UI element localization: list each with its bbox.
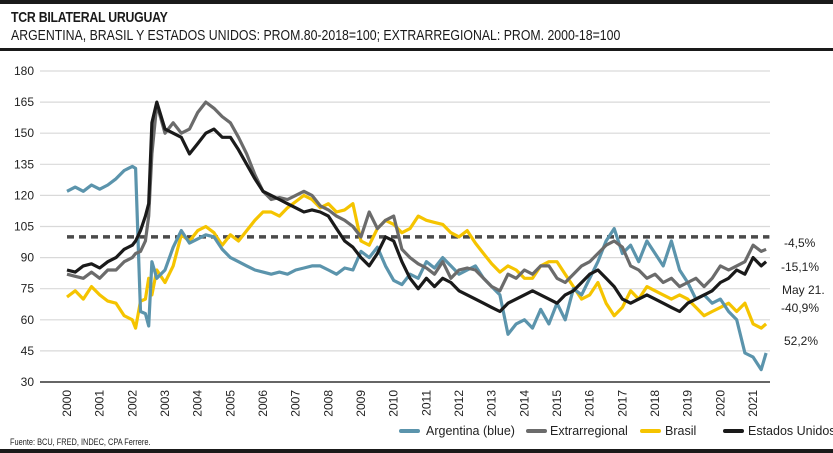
y-tick-label: 135 [14, 157, 34, 171]
end-annotations: -4,5% -15,1% May 21. -40,9% 52,2% [781, 236, 825, 348]
x-tick-label: 2002 [125, 390, 139, 417]
legend-item-estados-unidos[interactable]: Estados Unidos [723, 424, 833, 438]
series-line-argentina-blue [66, 164, 768, 372]
x-tick-label: 2003 [158, 390, 172, 417]
series-lines [66, 100, 768, 372]
y-tick-label: 105 [14, 220, 34, 234]
x-tick-label: 2008 [321, 390, 335, 417]
x-tick-label: 2012 [452, 390, 466, 417]
series-line-estados-unidos [66, 100, 768, 314]
annotation-argentina: 52,2% [784, 334, 818, 348]
x-tick-label: 2006 [256, 390, 270, 417]
y-tick-label: 45 [21, 344, 35, 358]
x-tick-label: 2018 [648, 390, 662, 417]
legend-label-brasil: Brasil [665, 424, 696, 438]
legend-item-extrarregional[interactable]: Extrarregional [526, 424, 628, 438]
x-tick-label: 2014 [517, 390, 531, 417]
annotation-extrarregional: -4,5% [784, 236, 816, 250]
x-tick-label: 2007 [289, 390, 303, 417]
series-line-brasil [66, 193, 768, 330]
y-tick-label: 150 [14, 126, 34, 140]
y-tick-label: 75 [21, 282, 35, 296]
x-tick-label: 2019 [681, 390, 695, 417]
legend-item-brasil[interactable]: Brasil [640, 424, 696, 438]
x-tick-label: 2004 [191, 390, 205, 417]
x-tick-label: 2020 [713, 390, 727, 417]
x-tick-label: 2001 [93, 390, 107, 417]
x-tick-label: 2015 [550, 390, 564, 417]
x-tick-label: 2011 [419, 390, 433, 416]
frame-top-border [0, 0, 833, 4]
legend-label-argentina: Argentina (blue) [426, 424, 515, 438]
gridlines [40, 70, 770, 352]
annotation-brasil: -40,9% [781, 301, 819, 315]
y-tick-label: 90 [21, 251, 35, 265]
x-tick-label: 2005 [223, 390, 237, 417]
source-note: Fuente: BCU, FRED, INDEC, CPA Ferrere. [10, 437, 151, 447]
y-tick-label: 60 [21, 313, 35, 327]
x-tick-label: 2021 [746, 390, 760, 417]
y-tick-label: 30 [21, 375, 35, 389]
legend-item-argentina[interactable]: Argentina (blue) [399, 424, 515, 438]
x-tick-label: 2000 [60, 390, 74, 417]
x-tick-label: 2016 [583, 390, 597, 417]
y-tick-label: 165 [14, 95, 34, 109]
annotation-estados-unidos: -15,1% [781, 260, 819, 274]
y-tick-label: 180 [14, 64, 34, 78]
x-tick-label: 2010 [387, 390, 401, 417]
y-tick-label: 120 [14, 188, 34, 202]
legend-label-estados-unidos: Estados Unidos [748, 424, 833, 438]
legend: Argentina (blue) Extrarregional Brasil E… [399, 424, 833, 438]
frame-bottom-border [0, 449, 833, 453]
header-divider [0, 48, 833, 51]
chart-title: TCR BILATERAL URUGUAY [11, 9, 168, 26]
legend-label-extrarregional: Extrarregional [550, 424, 628, 438]
x-tick-label: 2017 [615, 390, 629, 417]
x-axis-ticks: 2000 2001 2002 2003 2004 2005 2006 2007 2008 2009… [60, 390, 760, 417]
x-tick-label: 2013 [485, 390, 499, 417]
chart-subtitle: ARGENTINA, BRASIL Y ESTADOS UNIDOS: PROM… [11, 27, 621, 44]
x-tick-label: 2009 [354, 390, 368, 417]
y-axis-ticks: 30 45 60 75 90 105 120 135 150 165 180 [14, 64, 34, 389]
annotation-brasil-date: May 21. [782, 283, 825, 297]
